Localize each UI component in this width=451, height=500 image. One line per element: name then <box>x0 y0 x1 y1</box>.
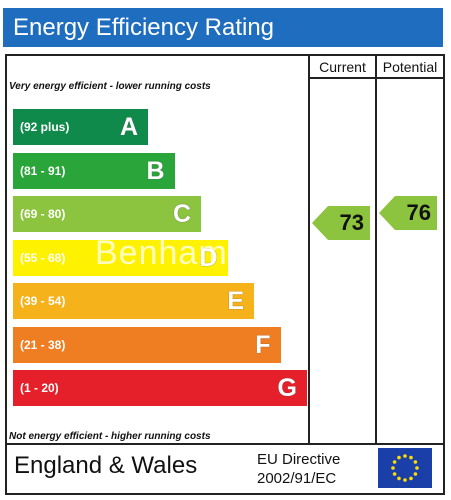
band-range: (92 plus) <box>20 120 70 134</box>
band-letter: B <box>146 156 165 185</box>
top-note: Very energy efficient - lower running co… <box>9 81 211 92</box>
potential-rating-value: 76 <box>406 200 431 225</box>
band-letter: F <box>255 330 271 359</box>
column-header-current: Current <box>319 59 366 75</box>
band-d: (55 - 68) D <box>13 239 228 276</box>
eu-star <box>397 476 401 481</box>
eu-star <box>409 455 413 460</box>
band-a: (92 plus) A <box>13 109 148 145</box>
eu-star <box>415 466 419 470</box>
footer-directive: EU Directive 2002/91/EC <box>257 450 340 488</box>
band-range: (39 - 54) <box>20 294 66 308</box>
watermark: Benham <box>95 234 228 272</box>
band-c: (69 - 80) C <box>13 196 201 232</box>
band-range: (21 - 38) <box>20 337 66 352</box>
directive-line-2: 2002/91/EC <box>257 470 337 487</box>
potential-arrow-shape <box>379 196 437 230</box>
band-range: (55 - 68) <box>20 250 66 265</box>
header-divider <box>308 77 445 79</box>
eu-star <box>403 478 407 482</box>
band-range: (1 - 20) <box>20 381 59 395</box>
band-b: (81 - 91) B <box>13 152 175 189</box>
rating-frame <box>5 54 445 495</box>
column-divider-current <box>308 54 310 443</box>
band-letter: A <box>119 113 138 141</box>
eu-star <box>391 466 395 470</box>
directive-line-1: EU Directive <box>257 451 341 468</box>
bottom-note: Not energy efficient - higher running co… <box>9 431 211 442</box>
band-letter: C <box>172 200 191 228</box>
eu-star <box>413 472 418 476</box>
eu-star <box>403 454 407 458</box>
footer-region: England & Wales <box>14 452 198 479</box>
band-range: (81 - 91) <box>20 163 66 178</box>
band-letter: E <box>227 287 244 315</box>
footer-divider <box>5 443 445 445</box>
potential-rating-arrow: 76 <box>379 196 437 230</box>
eu-star <box>392 472 397 476</box>
band-g: (1 - 20) G <box>13 370 307 406</box>
eu-star <box>413 460 418 464</box>
column-divider-potential <box>375 54 377 443</box>
band-e: (39 - 54) E <box>13 283 254 319</box>
current-arrow-shape <box>312 206 370 240</box>
band-letter: D <box>199 243 218 272</box>
eu-star <box>392 460 397 464</box>
eu-star <box>397 455 401 460</box>
band-range: (69 - 80) <box>20 207 66 221</box>
current-rating-value: 73 <box>339 210 364 235</box>
page-title: Energy Efficiency Rating <box>3 8 443 47</box>
eu-star <box>409 476 413 481</box>
eu-flag-icon <box>378 448 432 488</box>
current-rating-arrow: 73 <box>312 206 370 240</box>
column-header-potential: Potential <box>382 59 438 75</box>
band-letter: G <box>277 374 297 402</box>
band-f: (21 - 38) F <box>13 326 281 363</box>
